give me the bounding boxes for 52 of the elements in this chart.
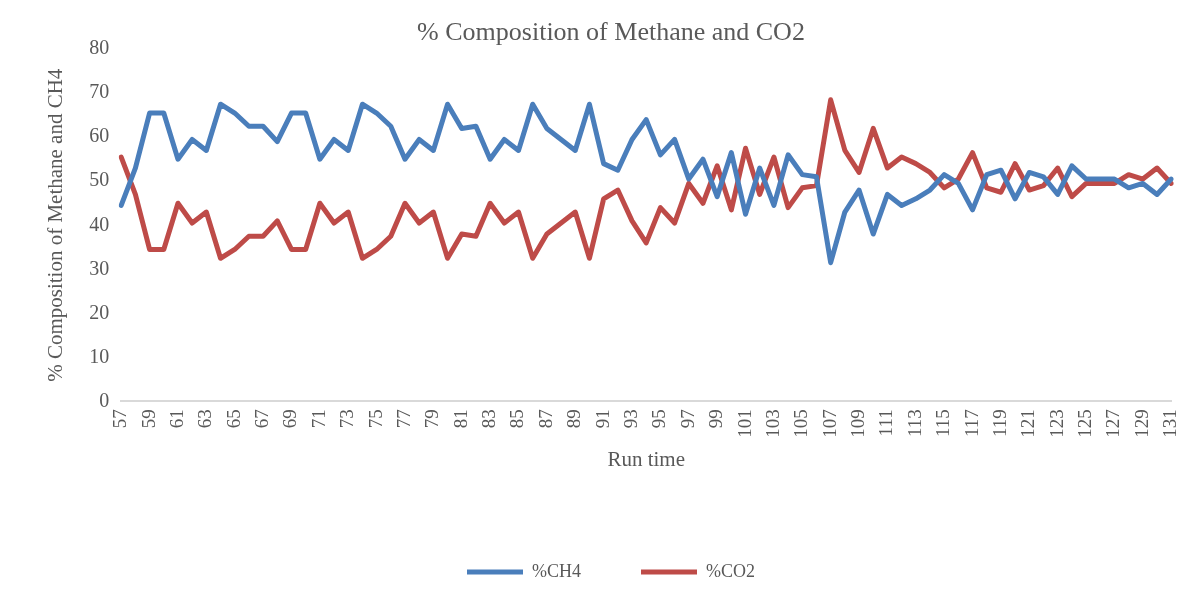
x-tick-label: 131 <box>1159 409 1181 438</box>
x-tick-label: 89 <box>563 409 585 429</box>
x-tick-label: 95 <box>648 409 670 429</box>
y-tick-label: 40 <box>89 212 110 235</box>
x-tick-label: 87 <box>534 409 556 429</box>
x-tick-label: 101 <box>733 409 755 438</box>
y-tick-label: 30 <box>89 256 110 279</box>
x-tick-label: 85 <box>506 409 528 429</box>
x-tick-label: 93 <box>620 409 641 429</box>
x-tick-label: 103 <box>761 409 783 438</box>
x-tick-label: 127 <box>1102 409 1124 438</box>
x-tick-label: 61 <box>165 409 187 429</box>
x-tick-label: 65 <box>222 409 244 429</box>
x-tick-label: 77 <box>392 409 414 429</box>
x-tick-label: 105 <box>790 409 812 438</box>
x-tick-label: 75 <box>364 409 386 429</box>
x-tick-label: 113 <box>903 409 925 438</box>
y-tick-label: 50 <box>89 168 110 191</box>
x-tick-label: 123 <box>1045 409 1067 438</box>
legend-label: %CH4 <box>532 560 581 581</box>
chart-title: % Composition of Methane and CO2 <box>417 17 805 47</box>
y-tick-label: 20 <box>89 300 110 323</box>
x-tick-label: 109 <box>847 409 869 438</box>
x-tick-label: 111 <box>875 409 897 437</box>
x-tick-label: 121 <box>1017 409 1039 438</box>
x-tick-label: 81 <box>449 409 471 429</box>
x-tick-label: 59 <box>137 409 159 429</box>
y-tick-label: 70 <box>89 80 110 103</box>
y-tick-label: 0 <box>99 388 110 411</box>
x-tick-label: 99 <box>705 409 727 429</box>
x-tick-label: 125 <box>1074 409 1096 438</box>
y-axis-title: % Composition of Methane and CH4 <box>43 68 68 382</box>
y-tick-label: 10 <box>89 344 110 367</box>
x-tick-label: 67 <box>251 409 273 429</box>
x-axis-title: Run time <box>607 446 685 471</box>
x-tick-label: 91 <box>591 409 613 429</box>
x-tick-label: 57 <box>109 409 131 429</box>
x-tick-label: 97 <box>676 409 698 429</box>
x-tick-label: 119 <box>988 409 1010 438</box>
x-tick-label: 117 <box>960 409 982 438</box>
x-tick-label: 71 <box>307 409 329 429</box>
x-tick-label: 83 <box>478 409 500 429</box>
x-tick-label: 115 <box>932 409 954 438</box>
x-tick-label: 129 <box>1130 409 1152 438</box>
x-tick-label: 79 <box>421 409 443 429</box>
x-tick-label: 107 <box>818 409 840 438</box>
legend-label: %CO2 <box>706 560 755 581</box>
x-tick-label: 63 <box>194 409 216 429</box>
x-tick-label: 69 <box>279 409 301 429</box>
x-tick-label: 73 <box>336 409 358 429</box>
y-tick-label: 60 <box>89 124 110 147</box>
y-tick-label: 80 <box>89 36 110 59</box>
